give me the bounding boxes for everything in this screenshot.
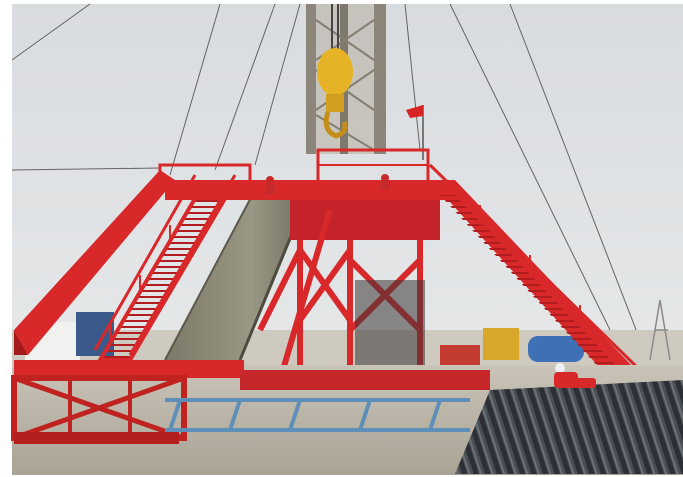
bop-area [355,280,425,365]
blue-pipe-rack [165,398,470,432]
drill-pipe-stack [455,380,683,474]
yellow-equipment [483,328,519,360]
distant-rig-right [649,299,671,361]
foreground-red-frame [11,360,244,444]
traveling-block-hook [317,4,353,139]
left-ramp-frame [14,170,175,355]
worker-right [554,363,596,388]
red-tank [440,345,480,365]
worker-top-right [380,174,390,190]
base-platform [240,370,490,390]
guy-wires [11,3,641,341]
right-stairs [428,163,650,390]
blue-tank [528,336,584,362]
worker-top-left [265,176,275,194]
